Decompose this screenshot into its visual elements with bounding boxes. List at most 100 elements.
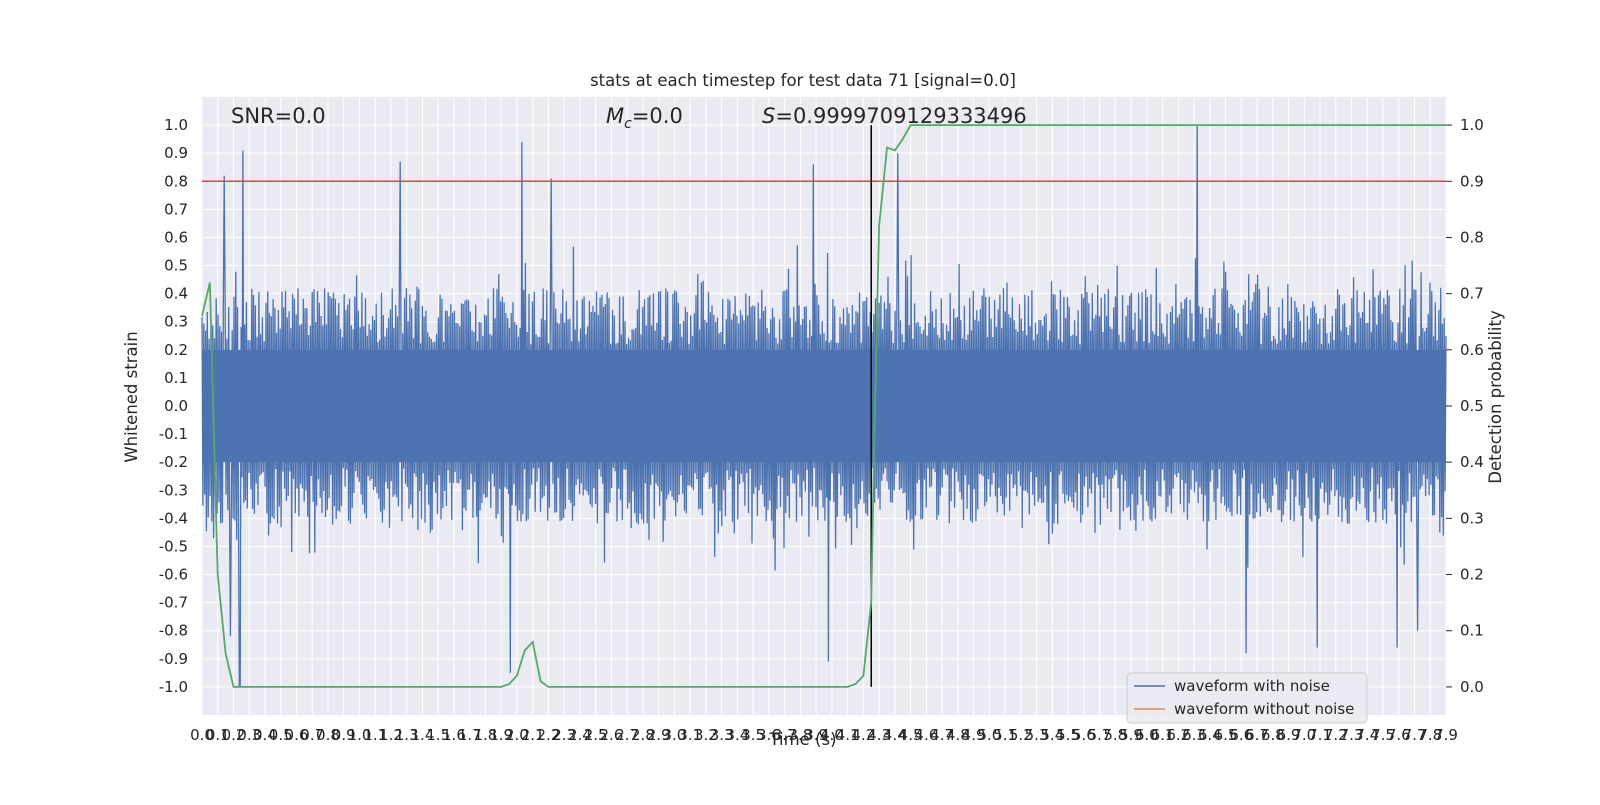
y2-tick-label: 1.0 — [1460, 116, 1484, 134]
legend-label-with-noise: waveform with noise — [1174, 677, 1330, 695]
x-tick-label: 2.8 — [631, 726, 655, 744]
y2-tick-label: 0.3 — [1460, 509, 1484, 527]
y-tick-label: -0.2 — [159, 453, 188, 471]
right-y-ticks: 1.0 0.9 0.8 0.7 0.6 0.5 0.4 0.3 0.2 0.1 0.0 — [1446, 116, 1484, 696]
y-tick-label: 0.8 — [164, 172, 188, 190]
x-tick-label: 4.7 — [930, 726, 954, 744]
x-tick-label: 2.2 — [537, 726, 561, 744]
x-tick-label: 6.7 — [1245, 726, 1269, 744]
y2-tick-label: 0.8 — [1460, 228, 1484, 246]
x-tick-label: 3.8 — [788, 726, 812, 744]
x-tick-label: 5.8 — [1103, 726, 1127, 744]
x-tick-label: 2.0 — [505, 726, 529, 744]
x-tick-label: 1.0 — [348, 726, 372, 744]
x-tick-label: 6.1 — [1151, 726, 1175, 744]
y-tick-label: -0.9 — [159, 650, 188, 668]
y-tick-label: -0.6 — [159, 566, 188, 584]
y-tick-label: -1.0 — [159, 678, 188, 696]
x-ticks: 0.00.10.20.30.40.50.60.70.80.91.01.11.21… — [190, 726, 1458, 744]
x-tick-label: 7.5 — [1371, 726, 1395, 744]
y-tick-label: 0.2 — [164, 341, 188, 359]
y-tick-label: 0.1 — [164, 369, 188, 387]
y-tick-label: 0.0 — [164, 397, 188, 415]
legend-box — [1126, 672, 1368, 724]
score-symbol: S — [762, 104, 775, 128]
x-tick-label: 4.4 — [883, 726, 907, 744]
x-tick-label: 3.4 — [725, 726, 749, 744]
x-tick-label: 6.2 — [1166, 726, 1190, 744]
x-tick-label: 4.3 — [867, 726, 891, 744]
x-tick-label: 2.3 — [552, 726, 576, 744]
x-tick-label: 0.1 — [206, 726, 230, 744]
x-tick-label: 3.2 — [694, 726, 718, 744]
x-tick-label: 4.8 — [946, 726, 970, 744]
x-tick-label: 2.6 — [599, 726, 623, 744]
x-tick-label: 6.4 — [1198, 726, 1222, 744]
x-tick-label: 3.5 — [741, 726, 765, 744]
x-tick-label: 3.1 — [678, 726, 702, 744]
x-tick-label: 7.7 — [1403, 726, 1427, 744]
x-tick-label: 5.4 — [1040, 726, 1064, 744]
x-tick-label: 0.4 — [253, 726, 277, 744]
legend-label-without-noise: waveform without noise — [1174, 700, 1354, 718]
x-tick-label: 0.8 — [316, 726, 340, 744]
y-tick-label: 0.5 — [164, 257, 188, 275]
y2-tick-label: 0.4 — [1460, 453, 1484, 471]
x-tick-label: 7.9 — [1434, 726, 1458, 744]
x-tick-label: 7.1 — [1308, 726, 1332, 744]
x-tick-label: 3.6 — [757, 726, 781, 744]
x-tick-label: 1.9 — [489, 726, 513, 744]
x-tick-label: 5.6 — [1072, 726, 1096, 744]
legend: waveform with noise waveform without noi… — [1126, 672, 1368, 724]
x-tick-label: 2.9 — [647, 726, 671, 744]
x-tick-label: 6.9 — [1277, 726, 1301, 744]
chirp-mass-annotation: Mc=0.0 — [606, 104, 683, 132]
x-tick-label: 6.6 — [1229, 726, 1253, 744]
x-tick-label: 6.3 — [1182, 726, 1206, 744]
y-tick-label: -0.1 — [159, 425, 188, 443]
chirp-mass-value: =0.0 — [632, 104, 683, 128]
y2-tick-label: 0.6 — [1460, 341, 1484, 359]
x-tick-label: 2.7 — [615, 726, 639, 744]
x-tick-label: 0.2 — [222, 726, 246, 744]
waveform-core-band — [202, 349, 1446, 463]
x-tick-label: 6.8 — [1261, 726, 1285, 744]
x-tick-label: 0.3 — [237, 726, 261, 744]
x-tick-label: 4.5 — [899, 726, 923, 744]
x-tick-label: 5.3 — [1025, 726, 1049, 744]
x-tick-label: 1.3 — [395, 726, 419, 744]
x-tick-label: 1.5 — [426, 726, 450, 744]
x-tick-label: 2.5 — [584, 726, 608, 744]
x-tick-label: 5.7 — [1088, 726, 1112, 744]
x-tick-label: 0.5 — [269, 726, 293, 744]
waveform-with-noise-series — [201, 125, 1447, 688]
x-axis-label: Time (s) — [768, 730, 836, 749]
y-tick-label: -0.5 — [159, 537, 188, 555]
chart-title: stats at each timestep for test data 71 … — [590, 71, 1016, 90]
y2-tick-label: 0.1 — [1460, 622, 1484, 640]
x-tick-label: 3.3 — [710, 726, 734, 744]
x-tick-label: 7.8 — [1418, 726, 1442, 744]
x-tick-label: 6.0 — [1135, 726, 1159, 744]
y2-tick-label: 0.7 — [1460, 285, 1484, 303]
x-tick-label: 5.2 — [1009, 726, 1033, 744]
x-tick-label: 7.6 — [1387, 726, 1411, 744]
x-tick-label: 5.1 — [993, 726, 1017, 744]
x-tick-label: 5.5 — [1056, 726, 1080, 744]
snr-annotation: SNR=0.0 — [231, 104, 326, 128]
x-tick-label: 0.9 — [332, 726, 356, 744]
x-tick-label: 0.0 — [190, 726, 214, 744]
y-tick-label: -0.3 — [159, 481, 188, 499]
chirp-mass-subscript: c — [624, 116, 632, 132]
y2-tick-label: 0.0 — [1460, 678, 1484, 696]
x-tick-label: 3.9 — [804, 726, 828, 744]
x-tick-label: 5.9 — [1119, 726, 1143, 744]
x-tick-label: 4.9 — [962, 726, 986, 744]
x-tick-label: 4.1 — [836, 726, 860, 744]
x-tick-label: 7.0 — [1292, 726, 1316, 744]
y-tick-label: 0.3 — [164, 313, 188, 331]
y-tick-label: 0.7 — [164, 200, 188, 218]
left-y-ticks: 1.0 0.9 0.8 0.7 0.6 0.5 0.4 0.3 0.2 0.1 0.0 -0.1 -0.… — [159, 116, 188, 696]
